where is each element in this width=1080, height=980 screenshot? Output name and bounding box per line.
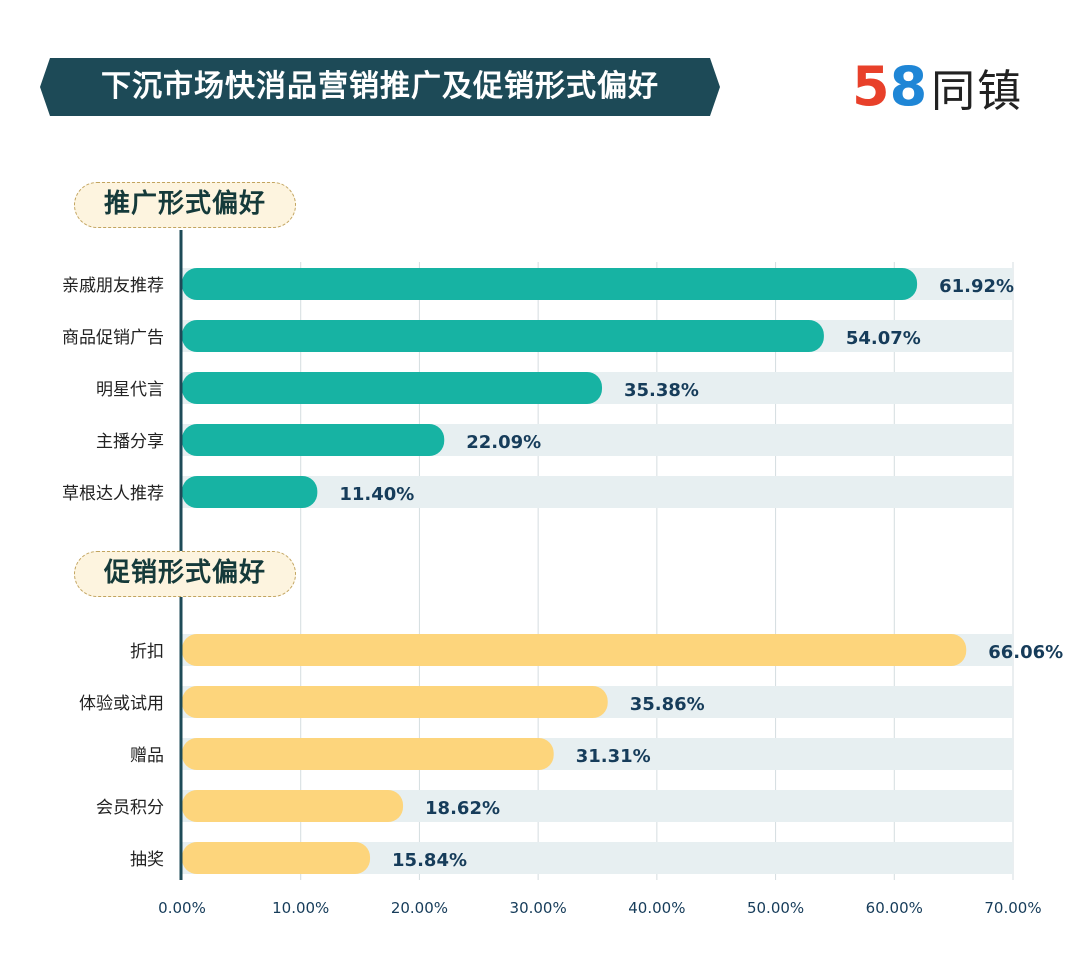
value-label: 61.92%: [939, 276, 1014, 297]
brand-logo: 5 8 同镇: [852, 56, 1023, 118]
bar: [182, 268, 918, 300]
x-tick-label: 0.00%: [158, 899, 206, 917]
value-label: 54.07%: [846, 328, 921, 349]
bar: [182, 790, 404, 822]
category-label: 草根达人推荐: [62, 484, 164, 504]
title-banner: [40, 58, 720, 116]
bar: [182, 738, 554, 770]
bar: [182, 424, 445, 456]
category-label: 折扣: [130, 642, 164, 662]
bar-track: [182, 476, 1013, 508]
bar: [182, 634, 967, 666]
category-label: 体验或试用: [79, 694, 164, 714]
logo-digit-five: 5: [852, 55, 890, 118]
category-label: 商品促销广告: [62, 328, 164, 348]
category-label: 明星代言: [96, 380, 164, 400]
section-promotion-preference: 推广形式偏好: [74, 182, 296, 228]
value-label: 66.06%: [988, 642, 1063, 663]
category-label: 抽奖: [130, 850, 164, 870]
value-label: 15.84%: [392, 850, 467, 871]
category-label: 会员积分: [96, 798, 164, 818]
x-tick-label: 40.00%: [628, 899, 685, 917]
x-tick-label: 70.00%: [984, 899, 1041, 917]
logo-digit-eight: 8: [889, 55, 928, 118]
x-tick-label: 50.00%: [747, 899, 804, 917]
logo-text: 同镇: [931, 66, 1024, 117]
category-label: 主播分享: [96, 432, 164, 452]
bar: [182, 372, 603, 404]
value-label: 35.38%: [624, 380, 699, 401]
category-label: 赠品: [130, 746, 164, 766]
section-sales-promotion-preference: 促销形式偏好: [74, 551, 296, 597]
x-tick-label: 10.00%: [272, 899, 329, 917]
value-label: 11.40%: [339, 484, 414, 505]
value-label: 35.86%: [630, 694, 705, 715]
value-label: 18.62%: [425, 798, 500, 819]
value-label: 31.31%: [576, 746, 651, 767]
bar: [182, 686, 608, 718]
category-label: 亲戚朋友推荐: [62, 276, 164, 296]
value-label: 22.09%: [466, 432, 541, 453]
bar: [182, 842, 371, 874]
bar: [182, 320, 824, 352]
x-tick-label: 20.00%: [391, 899, 448, 917]
x-tick-label: 30.00%: [510, 899, 567, 917]
x-tick-label: 60.00%: [866, 899, 923, 917]
bar: [182, 476, 318, 508]
chart-title: 下沉市场快消品营销推广及促销形式偏好: [101, 69, 659, 104]
